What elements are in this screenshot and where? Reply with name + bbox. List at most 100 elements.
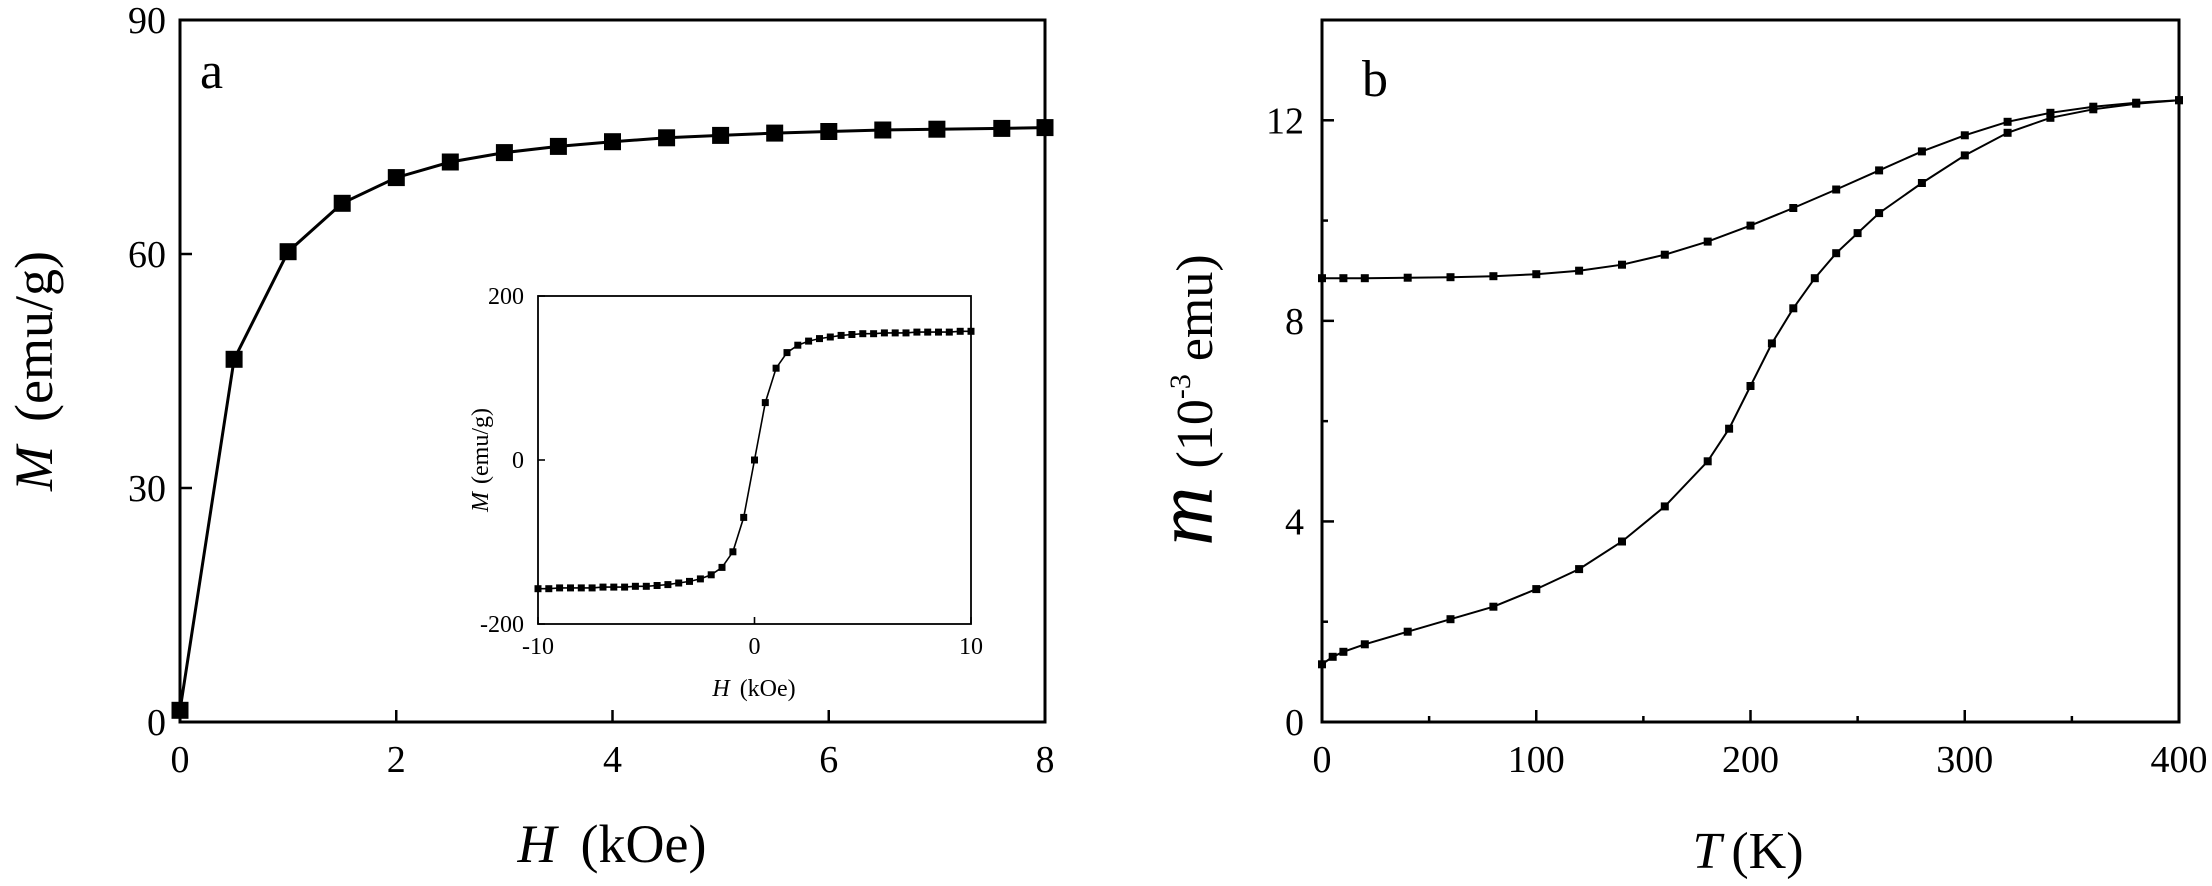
data-point bbox=[1960, 151, 1969, 160]
data-point bbox=[1703, 457, 1712, 466]
data-point bbox=[621, 583, 629, 591]
data-point bbox=[1403, 273, 1412, 282]
data-point bbox=[967, 327, 975, 335]
panel-a-tick-labels: 0 2 4 6 8 0 30 60 90 bbox=[128, 0, 1055, 781]
panel-b-xlabel-unit: (K) bbox=[1731, 823, 1803, 880]
panel-a-inset-tick-labels: -10 0 10 -200 0 200 bbox=[480, 284, 983, 660]
data-point bbox=[2046, 113, 2055, 122]
data-point bbox=[333, 194, 351, 212]
panel-a-data bbox=[171, 119, 1054, 719]
panel-a-inset-ylabel-unit: (emu/g) bbox=[468, 408, 494, 484]
data-point bbox=[772, 364, 780, 372]
panel-b: 0 100 200 300 400 0 4 8 12 b T (K) m (10-3 emu) bbox=[1139, 18, 2208, 880]
data-point bbox=[495, 144, 513, 162]
panel-a-inset: -10 0 10 -200 0 200 H (kOe) M (emu/g) bbox=[468, 284, 983, 702]
data-point bbox=[1832, 249, 1841, 258]
data-point bbox=[945, 328, 953, 336]
data-point bbox=[2175, 96, 2183, 105]
data-point bbox=[588, 584, 596, 592]
panel-a-ylabel: M (emu/g) bbox=[4, 251, 64, 492]
data-point bbox=[1318, 274, 1326, 283]
data-point bbox=[2046, 108, 2055, 117]
data-point bbox=[826, 333, 834, 341]
panel-a-ylabel-symbol: M bbox=[4, 443, 64, 492]
data-point bbox=[1403, 627, 1412, 636]
data-point bbox=[805, 337, 813, 345]
panel-a-letter: a bbox=[200, 43, 223, 100]
data-point bbox=[1489, 602, 1498, 611]
x-tick-label: 0 bbox=[1313, 739, 1332, 781]
data-point bbox=[707, 571, 715, 579]
data-point bbox=[740, 513, 748, 521]
y-tick-label: 90 bbox=[128, 0, 166, 42]
panel-a-inset-ylabel: M (emu/g) bbox=[468, 408, 494, 513]
panel-a-xlabel: H (kOe) bbox=[517, 814, 707, 874]
panel-a: 0 2 4 6 8 0 30 60 90 a H (kOe) M (emu/g) -10 0 10 -20… bbox=[4, 0, 1055, 874]
y-tick-label: 12 bbox=[1266, 100, 1304, 142]
panel-b-ylabel-unit-exp: -3 bbox=[1164, 374, 1197, 399]
data-point bbox=[567, 584, 574, 592]
data-point bbox=[631, 582, 639, 590]
y-tick-label: 30 bbox=[128, 468, 166, 510]
x-tick-label: 100 bbox=[1508, 739, 1565, 781]
data-point bbox=[2089, 105, 2098, 114]
data-point bbox=[696, 575, 704, 583]
data-point bbox=[1789, 204, 1798, 212]
x-tick-label: 300 bbox=[1936, 739, 1993, 781]
panel-a-ticks bbox=[178, 18, 1047, 724]
data-point bbox=[2132, 99, 2141, 108]
data-point bbox=[1489, 272, 1498, 281]
data-point bbox=[675, 579, 683, 587]
data-point bbox=[993, 119, 1011, 137]
panel-b-data bbox=[1318, 96, 2183, 669]
x-tick-label: 400 bbox=[2151, 739, 2208, 781]
data-point bbox=[766, 124, 784, 142]
data-point bbox=[1532, 585, 1541, 594]
x-tick-label: 0 bbox=[749, 634, 761, 660]
data-point bbox=[924, 328, 932, 336]
data-point bbox=[686, 577, 693, 585]
y-tick-label: 0 bbox=[1285, 702, 1304, 744]
data-point bbox=[783, 349, 791, 357]
data-point bbox=[1725, 424, 1734, 433]
panel-a-xlabel-unit: (kOe) bbox=[581, 814, 707, 874]
panel-b-tick-labels: 0 100 200 300 400 0 4 8 12 bbox=[1266, 100, 2208, 781]
data-point bbox=[664, 581, 672, 589]
x-tick-label: 4 bbox=[603, 739, 622, 781]
data-point bbox=[1618, 260, 1626, 269]
x-tick-label: 0 bbox=[171, 739, 190, 781]
data-point bbox=[1746, 382, 1755, 390]
panel-a-ylabel-unit: (emu/g) bbox=[4, 251, 64, 422]
data-point bbox=[610, 583, 618, 591]
y-tick-label: 8 bbox=[1285, 301, 1304, 343]
data-point bbox=[1703, 237, 1712, 246]
data-point bbox=[1036, 119, 1054, 137]
data-point bbox=[848, 331, 856, 338]
panel-a-inset-ticks bbox=[537, 295, 972, 625]
data-point bbox=[545, 585, 553, 593]
data-point bbox=[549, 137, 567, 155]
data-point bbox=[1318, 660, 1326, 669]
data-point bbox=[2003, 117, 2012, 126]
data-point bbox=[1875, 166, 1884, 175]
data-point bbox=[1853, 229, 1862, 238]
y-tick-label: 4 bbox=[1285, 501, 1304, 543]
panel-a-inset-ylabel-symbol: M bbox=[468, 490, 494, 513]
data-point bbox=[1446, 615, 1455, 624]
data-point bbox=[1917, 147, 1926, 156]
panel-b-ylabel-unit-pre: (10 bbox=[1167, 399, 1224, 468]
panel-a-inset-data bbox=[534, 327, 975, 593]
data-point bbox=[556, 584, 564, 592]
data-point bbox=[859, 330, 867, 338]
x-tick-label: -10 bbox=[522, 634, 554, 660]
data-point bbox=[279, 243, 297, 261]
data-point bbox=[171, 701, 189, 719]
data-point bbox=[1810, 274, 1819, 283]
data-point bbox=[534, 585, 542, 593]
data-point bbox=[870, 330, 878, 338]
data-point bbox=[1960, 131, 1969, 140]
data-point bbox=[820, 123, 838, 140]
data-point bbox=[837, 331, 845, 339]
x-tick-label: 6 bbox=[819, 739, 838, 781]
